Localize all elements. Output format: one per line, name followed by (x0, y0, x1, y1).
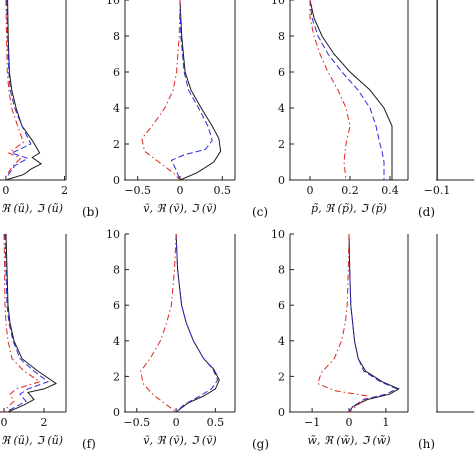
y-tick-label: 6 (278, 299, 285, 312)
y-tick-label: 0 (113, 406, 120, 419)
panel-letter: (f) (82, 437, 96, 451)
x-tick-label: 1 (382, 416, 389, 429)
x-tick-label: −1 (304, 416, 320, 429)
x-tick-label: 0 (346, 416, 353, 429)
y-tick-label: 2 (113, 370, 120, 383)
series-line-real (309, 0, 385, 180)
series-line-solid (348, 234, 400, 412)
series-line-real (348, 234, 399, 412)
x-tick-label: 0 (177, 184, 184, 197)
y-tick-label: 2 (278, 370, 285, 383)
y-tick-label: 6 (113, 299, 120, 312)
y-tick-label: 10 (271, 228, 285, 241)
y-tick-label: 8 (278, 264, 285, 277)
x-axis-label: ṽ, ℜ (ṽ), ℑ (ṽ) (143, 202, 216, 215)
series-line-real (175, 234, 219, 412)
x-axis-label: w̃, ℜ (w̃), ℑ (w̃) (307, 434, 390, 447)
panel-letter: (b) (82, 205, 99, 219)
y-tick-label: 0 (113, 174, 120, 187)
y-tick-label: 4 (278, 335, 285, 348)
series-line-solid (309, 0, 393, 180)
x-tick-label: 0.5 (214, 184, 232, 197)
y-tick-label: 8 (113, 264, 120, 277)
series-line-real (170, 0, 213, 180)
y-tick-label: 2 (278, 138, 285, 151)
y-tick-label: 10 (106, 0, 120, 7)
y-tick-label: 6 (278, 66, 285, 79)
series-line-imag (317, 234, 369, 412)
x-axis-label: ũ, ℜ (ũ), ℑ (ũ) (0, 202, 63, 215)
panel-letter: (d) (418, 205, 435, 219)
x-tick-label: 0 (2, 184, 9, 197)
panel-letter: (h) (418, 437, 435, 451)
x-tick-label: 2 (61, 184, 68, 197)
y-tick-label: 8 (278, 30, 285, 43)
series-line-imag (309, 0, 351, 180)
series-line-imag (3, 234, 42, 412)
x-tick-label: −0.5 (124, 184, 151, 197)
x-axis-label: ũ, ℜ (ũ), ℑ (ũ) (0, 434, 63, 447)
panel-c: 0 0.2 0.4 0 2 4 6 8 10 p̃, ℜ (p̃), ℑ (p̃) (c) (252, 0, 409, 219)
panel-e: 0 2 ũ, ℜ (ũ), ℑ (ũ) (0, 234, 67, 447)
series-line-imag (141, 0, 181, 180)
panel-d: −0.1 (d) (418, 0, 474, 219)
x-axis-label: ṽ, ℜ (ṽ), ℑ (ṽ) (143, 434, 216, 447)
x-tick-label: 0.2 (341, 184, 359, 197)
series-line-solid (179, 0, 222, 180)
y-tick-label: 4 (113, 102, 120, 115)
series-line-real (6, 0, 32, 177)
series-line-solid (175, 234, 220, 412)
x-tick-label: 0 (173, 416, 180, 429)
y-tick-label: 2 (113, 138, 120, 151)
y-tick-label: 0 (278, 406, 285, 419)
x-tick-label: −0.1 (424, 184, 451, 197)
series-line-imag (140, 234, 177, 412)
series-line-solid (5, 0, 43, 180)
y-tick-label: 8 (113, 30, 120, 43)
panel-letter: (g) (252, 437, 269, 451)
panel-a-top: 0 2 ũ, ℜ (ũ), ℑ (ũ) (0, 0, 68, 215)
y-tick-label: 0 (278, 174, 285, 187)
y-tick-label: 4 (113, 335, 120, 348)
panel-letter: (c) (252, 205, 268, 219)
x-tick-label: 2 (41, 416, 48, 429)
x-axis-label: p̃, ℜ (p̃), ℑ (p̃) (311, 202, 387, 215)
series-line-solid (5, 234, 58, 412)
panel-b: −0.5 0 0.5 0 2 4 6 8 10 ṽ, ℜ (ṽ), ℑ (ṽ) (b) (82, 0, 236, 219)
series-line-imag (5, 0, 25, 177)
x-tick-label: 0 (1, 416, 8, 429)
x-tick-label: 0.4 (381, 184, 399, 197)
y-tick-label: 6 (113, 66, 120, 79)
x-tick-label: −0.5 (123, 416, 150, 429)
y-tick-label: 10 (271, 0, 285, 7)
x-tick-label: 0.5 (207, 416, 225, 429)
x-tick-label: 0 (307, 184, 314, 197)
series-line-real (4, 234, 50, 412)
panel-h: (h) (418, 234, 474, 451)
y-tick-label: 10 (106, 228, 120, 241)
y-tick-label: 4 (278, 102, 285, 115)
